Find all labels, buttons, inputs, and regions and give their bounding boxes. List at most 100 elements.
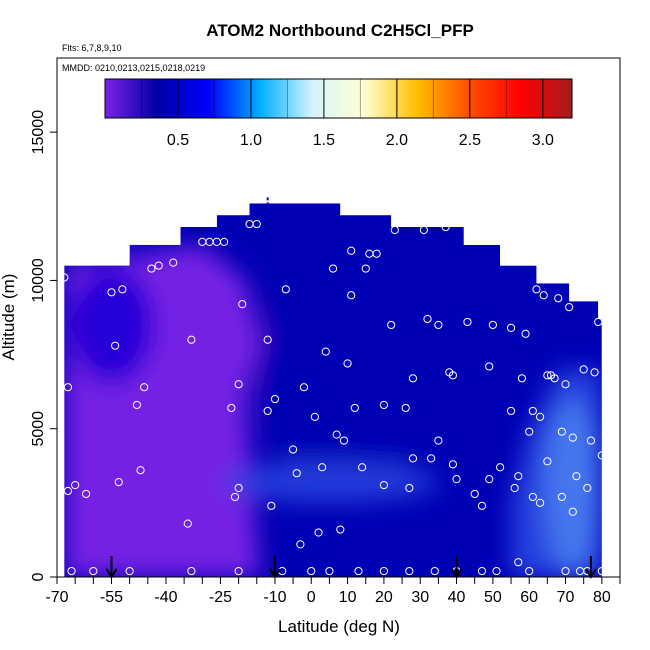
- field-patch-midlat-core: [256, 250, 439, 489]
- sample-point: [579, 365, 588, 374]
- sample-point: [347, 246, 356, 255]
- sample-point: [539, 291, 548, 300]
- sample-point: [234, 380, 243, 389]
- sample-point: [169, 258, 178, 267]
- flights-note: Flts: 6,7,8,9,10: [62, 43, 122, 53]
- sample-point: [485, 475, 494, 484]
- plot-frame: [56, 57, 621, 578]
- sample-point: [568, 433, 577, 442]
- x-tick-label: -25: [209, 589, 232, 606]
- sample-point: [332, 430, 341, 439]
- sample-point: [594, 317, 603, 327]
- sample-point: [347, 291, 356, 300]
- field-layers: [64, 203, 602, 577]
- sample-point: [485, 362, 494, 371]
- sample-point: [238, 300, 247, 309]
- sample-point: [597, 566, 606, 576]
- heatmap-field: [64, 197, 602, 577]
- sample-point: [557, 492, 566, 502]
- colorbar-tick-label: 1.0: [240, 132, 262, 149]
- sample-point: [532, 285, 541, 294]
- sample-point: [554, 294, 563, 303]
- chart-title: ATOM2 Northbound C2H5Cl_PFP: [206, 21, 474, 40]
- x-tick-label: 30: [411, 589, 429, 606]
- y-tick-label: 15000: [30, 110, 47, 155]
- sample-point: [187, 335, 196, 344]
- sample-point: [63, 486, 72, 496]
- sample-point: [234, 566, 243, 576]
- sample-point: [405, 483, 414, 493]
- sample-point: [114, 477, 123, 487]
- sample-point: [314, 528, 323, 537]
- sample-point: [263, 406, 272, 416]
- colorbar-tick-label: 2.5: [459, 132, 481, 149]
- sample-point: [187, 566, 196, 576]
- sample-point: [111, 341, 120, 350]
- sample-point: [535, 498, 545, 507]
- sample-point: [434, 320, 443, 330]
- sample-point: [89, 566, 98, 576]
- y-tick-label: 10000: [30, 258, 47, 303]
- sample-point: [379, 566, 389, 576]
- sample-point: [67, 566, 76, 576]
- sample-point: [307, 566, 316, 576]
- sample-point: [230, 492, 240, 502]
- sample-point: [343, 359, 352, 368]
- sample-point: [405, 566, 414, 576]
- colorbar-tick-label: 1.5: [313, 132, 335, 149]
- sample-point: [535, 412, 545, 421]
- sample-point: [60, 273, 69, 282]
- sample-point: [354, 566, 363, 576]
- sample-point: [227, 403, 236, 413]
- sample-point: [408, 374, 418, 383]
- y-axis: 0 5000 10000 15000: [30, 110, 57, 581]
- x-axis: -70 -55 -40 -25 -10 0 10 20 30 40 50 60 70 80: [45, 577, 621, 606]
- sample-point: [390, 225, 399, 235]
- sample-point: [132, 400, 142, 410]
- sample-point: [488, 320, 497, 330]
- sample-point: [358, 463, 367, 472]
- sample-point: [492, 566, 501, 576]
- sample-point: [350, 403, 359, 413]
- x-tick-label: 40: [448, 589, 466, 606]
- y-tick-label: 0: [30, 572, 47, 581]
- sample-point: [183, 519, 192, 528]
- x-tick-label: 60: [520, 589, 538, 606]
- sample-point: [328, 264, 338, 273]
- sample-point: [387, 320, 396, 330]
- sample-point: [118, 285, 127, 294]
- sample-point: [525, 427, 534, 436]
- sample-point: [336, 525, 345, 534]
- sample-point: [136, 466, 145, 475]
- sample-point: [318, 463, 327, 472]
- sample-point: [107, 288, 116, 297]
- sample-point: [528, 406, 537, 416]
- sample-point: [590, 368, 599, 377]
- sample-point: [586, 436, 596, 445]
- colorbar-gradient: [104, 78, 573, 119]
- sample-point: [543, 457, 552, 466]
- sample-point: [296, 540, 305, 549]
- sample-points: [60, 219, 606, 576]
- sample-point: [401, 403, 410, 413]
- sample-point: [477, 501, 487, 510]
- x-tick-label: 70: [557, 589, 575, 606]
- sample-point: [565, 303, 574, 312]
- sample-point: [81, 489, 91, 499]
- sample-point: [267, 501, 276, 510]
- sample-point: [517, 374, 527, 383]
- y-tick-label: 5000: [30, 411, 47, 447]
- sample-point: [154, 261, 163, 270]
- sample-point: [514, 472, 523, 481]
- x-tick-label: 0: [307, 589, 316, 606]
- sample-point: [434, 436, 443, 445]
- sample-point: [521, 329, 530, 338]
- colorbar-ticks: 0.5 1.0 1.5 2.0 2.5 3.0: [140, 79, 554, 149]
- sample-point: [568, 507, 577, 516]
- x-tick-label: 10: [339, 589, 357, 606]
- sample-point: [281, 285, 290, 294]
- sample-point: [506, 406, 516, 416]
- sample-point: [71, 480, 80, 490]
- sample-point: [597, 451, 606, 460]
